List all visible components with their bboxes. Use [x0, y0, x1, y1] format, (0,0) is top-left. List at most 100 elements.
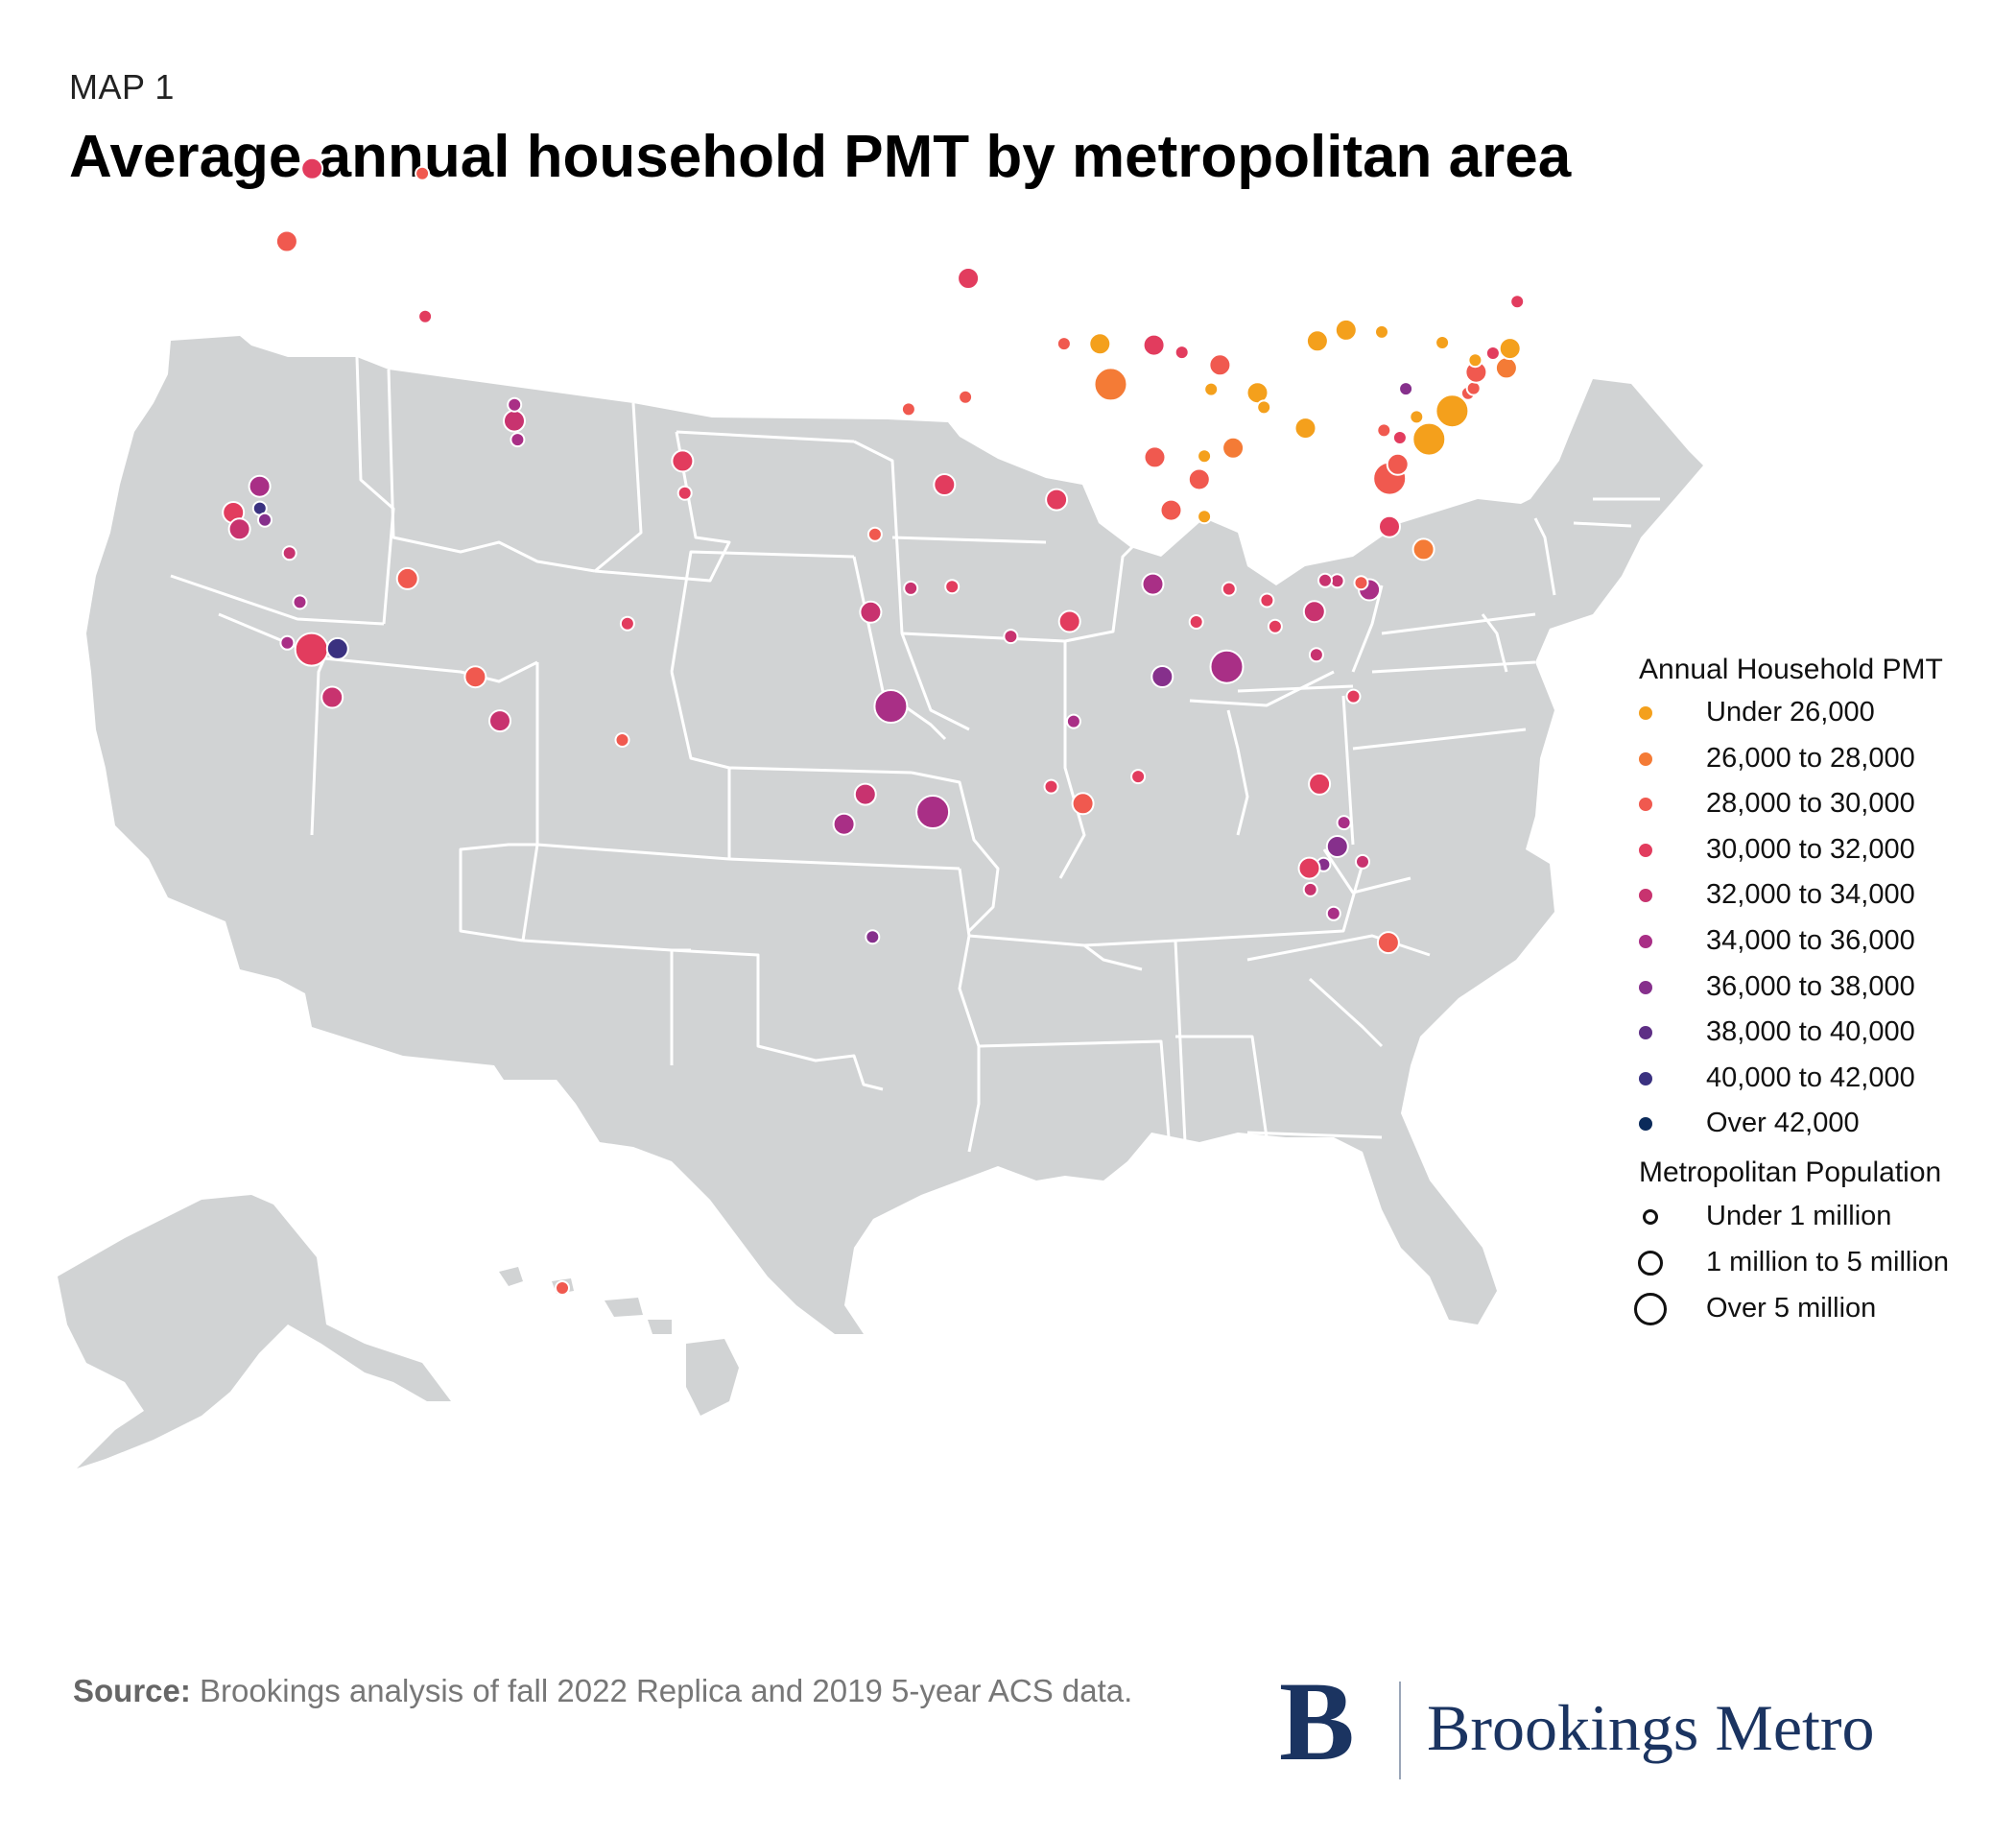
metro-marker — [1088, 332, 1112, 356]
metro-marker — [1345, 688, 1362, 704]
state-borders — [170, 356, 1660, 1162]
state-border-line — [1246, 1131, 1383, 1139]
brookings-logo-text: Brookings Metro — [1427, 1691, 1875, 1764]
metro-marker — [1174, 345, 1190, 361]
metro-marker — [1045, 488, 1069, 512]
legend-population-label: Under 1 million — [1706, 1201, 1892, 1231]
state-border-line — [355, 356, 395, 625]
state-border-line — [1064, 545, 1134, 643]
metro-marker — [1494, 356, 1518, 380]
metro-marker — [1267, 618, 1283, 634]
legend-pmt-label: 26,000 to 28,000 — [1706, 742, 1915, 774]
metro-marker — [903, 580, 919, 596]
state-border-line — [1352, 728, 1527, 751]
legend-pmt-label: 38,000 to 40,000 — [1706, 1016, 1915, 1048]
state-border-line — [387, 369, 596, 573]
metro-marker — [463, 665, 487, 689]
state-border-line — [676, 430, 855, 443]
map-kicker: MAP 1 — [69, 67, 175, 107]
metro-marker — [1197, 509, 1213, 525]
metro-marker — [958, 389, 974, 405]
metro-marker — [510, 432, 526, 448]
metro-marker — [944, 579, 961, 595]
metro-marker — [1203, 381, 1220, 397]
metro-marker — [1325, 835, 1349, 858]
metro-marker — [957, 267, 981, 290]
state-border-line — [1351, 584, 1384, 673]
legend-size-ring — [1634, 1293, 1667, 1325]
metro-marker — [915, 795, 951, 829]
metro-marker — [417, 308, 434, 324]
metro-marker — [1065, 713, 1081, 729]
metro-marker — [1435, 335, 1451, 350]
metro-marker — [1334, 318, 1358, 342]
legend-pmt-label: 34,000 to 36,000 — [1706, 924, 1915, 956]
metro-marker — [248, 474, 272, 498]
metro-marker — [395, 566, 419, 590]
source-note: Source: Brookings analysis of fall 2022 … — [73, 1670, 1186, 1712]
metro-marker — [1297, 856, 1321, 880]
metro-marker — [1221, 436, 1245, 460]
metro-marker — [1353, 575, 1369, 591]
metro-marker — [1376, 422, 1392, 439]
legend-swatch — [1639, 798, 1652, 812]
metro-marker — [1355, 853, 1370, 870]
metro-marker — [1386, 452, 1410, 476]
metro-marker — [257, 512, 273, 528]
state-border-line — [1175, 1035, 1269, 1138]
metro-marker — [619, 615, 635, 632]
metro-marker — [415, 165, 431, 181]
metro-marker — [866, 526, 883, 542]
metro-marker — [933, 473, 957, 496]
brookings-logo-mark: B — [1279, 1658, 1355, 1784]
legend-pmt-label: 36,000 to 38,000 — [1706, 970, 1915, 1002]
state-border-line — [1381, 612, 1536, 635]
metro-marker — [865, 929, 881, 945]
legend-swatch — [1639, 1071, 1652, 1086]
metro-marker — [1336, 815, 1352, 831]
metro-marker — [227, 517, 251, 541]
legend-swatch — [1639, 934, 1652, 948]
metro-marker — [488, 709, 511, 733]
mainland-us — [86, 336, 1703, 1334]
state-border-line — [901, 632, 1066, 643]
source-label: Source: — [73, 1673, 191, 1708]
metro-marker — [1305, 329, 1329, 353]
legend-swatch — [1639, 843, 1652, 857]
metro-marker — [873, 689, 909, 724]
metro-marker — [1411, 537, 1435, 561]
legend-pmt-label: 40,000 to 42,000 — [1706, 1062, 1915, 1093]
metro-marker — [300, 156, 324, 180]
metro-marker — [859, 600, 883, 624]
metro-marker — [1208, 353, 1232, 377]
metro-marker — [832, 812, 856, 836]
metro-marker — [1509, 294, 1526, 310]
legend-swatch — [1639, 706, 1652, 720]
legend-pmt-label: 30,000 to 32,000 — [1706, 833, 1915, 865]
legend-swatch — [1639, 752, 1652, 766]
metro-markers — [222, 156, 1526, 1296]
hawaii-island — [499, 1267, 523, 1286]
state-border-line — [1174, 863, 1364, 942]
metro-marker — [853, 782, 877, 806]
state-border-line — [670, 550, 855, 673]
state-border-line — [459, 843, 537, 942]
metro-marker — [1302, 881, 1318, 897]
metro-marker — [1143, 445, 1167, 469]
state-border-line — [1481, 613, 1508, 673]
hawaii-island — [686, 1339, 739, 1416]
state-border-line — [594, 402, 643, 573]
metro-marker — [1043, 778, 1059, 795]
metro-marker — [1374, 323, 1389, 340]
metro-marker — [1391, 430, 1408, 445]
source-text: Brookings analysis of fall 2022 Replica … — [190, 1673, 1133, 1708]
metro-marker — [1130, 769, 1147, 785]
metro-marker — [1197, 448, 1213, 465]
metro-marker — [1293, 417, 1317, 441]
legend-pmt-label: 32,000 to 34,000 — [1706, 879, 1915, 911]
metro-marker — [1141, 572, 1165, 596]
legend-swatch — [1639, 980, 1652, 994]
metro-marker — [1188, 614, 1204, 630]
legend-population-title: Metropolitan Population — [1639, 1157, 1942, 1188]
